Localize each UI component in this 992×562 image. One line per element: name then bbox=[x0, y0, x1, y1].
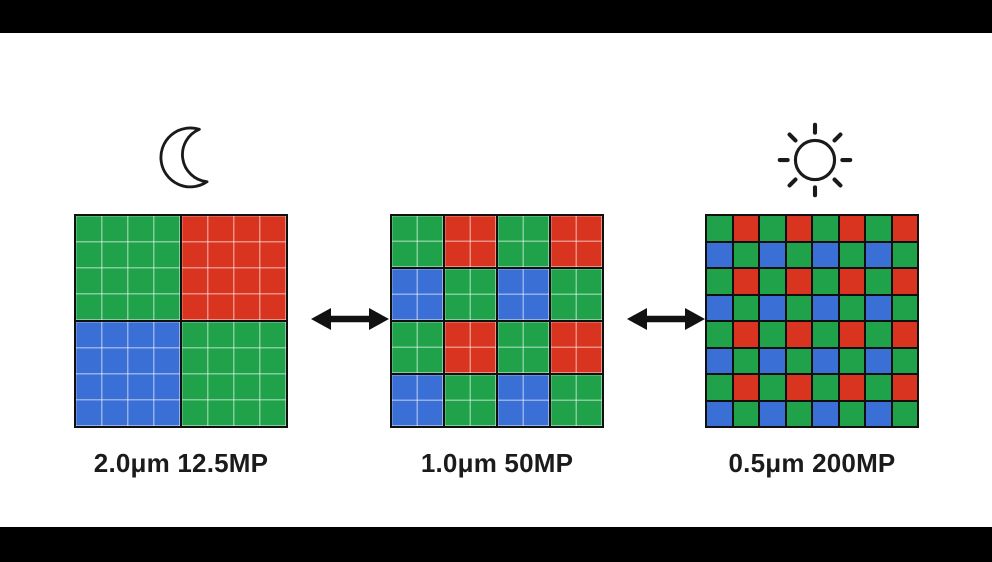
pixel-block-green bbox=[392, 216, 443, 267]
pixel-block-green bbox=[498, 322, 549, 373]
pixel-block-red bbox=[733, 322, 758, 347]
pixel-block-red bbox=[839, 322, 864, 347]
pixel-block-green bbox=[445, 375, 496, 426]
bidirectional-arrow-icon bbox=[310, 304, 390, 334]
pixel-block-blue bbox=[707, 242, 732, 267]
pixel-block-green bbox=[498, 216, 549, 267]
pixel-block-red bbox=[551, 322, 602, 373]
pixel-block-blue bbox=[76, 322, 180, 426]
pixel-block-blue bbox=[866, 295, 891, 320]
moon-icon bbox=[148, 125, 218, 197]
pixel-block-green bbox=[733, 295, 758, 320]
pixel-size-label-05um: 0.5μm 200MP bbox=[728, 448, 896, 478]
pixel-block-red bbox=[839, 269, 864, 294]
pixel-block-red bbox=[839, 216, 864, 241]
pixel-block-green bbox=[760, 322, 785, 347]
pixel-block-green bbox=[551, 269, 602, 320]
pixel-block-red bbox=[182, 216, 286, 320]
pixel-block-green bbox=[733, 348, 758, 373]
pixel-block-red bbox=[733, 269, 758, 294]
pixel-block-red bbox=[445, 322, 496, 373]
pixel-block-red bbox=[733, 216, 758, 241]
pixel-block-green bbox=[392, 322, 443, 373]
pixel-block-red bbox=[786, 269, 811, 294]
sensor-grid-05um bbox=[705, 214, 919, 428]
sensor-grid-2um bbox=[74, 214, 288, 428]
bidirectional-arrow-icon bbox=[626, 304, 706, 334]
sun-icon bbox=[770, 117, 860, 205]
pixel-block-green bbox=[813, 375, 838, 400]
pixel-block-green bbox=[760, 216, 785, 241]
pixel-block-green bbox=[707, 216, 732, 241]
pixel-block-red bbox=[551, 216, 602, 267]
moon-icon-svg bbox=[159, 126, 209, 189]
pixel-block-blue bbox=[498, 375, 549, 426]
pixel-block-red bbox=[839, 375, 864, 400]
pixel-block-blue bbox=[813, 401, 838, 426]
pixel-block-blue bbox=[760, 242, 785, 267]
pixel-block-blue bbox=[866, 242, 891, 267]
pixel-block-blue bbox=[760, 295, 785, 320]
pixel-block-green bbox=[707, 269, 732, 294]
pixel-block-green bbox=[445, 269, 496, 320]
pixel-block-red bbox=[892, 216, 917, 241]
pixel-block-green bbox=[760, 375, 785, 400]
pixel-block-green bbox=[813, 216, 838, 241]
pixel-block-red bbox=[892, 375, 917, 400]
pixel-block-red bbox=[733, 375, 758, 400]
pixel-block-green bbox=[839, 348, 864, 373]
pixel-block-green bbox=[551, 375, 602, 426]
pixel-block-blue bbox=[813, 295, 838, 320]
pixel-block-blue bbox=[813, 348, 838, 373]
pixel-block-blue bbox=[866, 348, 891, 373]
pixel-block-red bbox=[786, 322, 811, 347]
pixel-block-green bbox=[786, 295, 811, 320]
pixel-block-blue bbox=[866, 401, 891, 426]
pixel-block-green bbox=[892, 295, 917, 320]
pixel-block-blue bbox=[392, 269, 443, 320]
pixel-block-green bbox=[866, 216, 891, 241]
pixel-block-green bbox=[786, 348, 811, 373]
pixel-block-green bbox=[892, 401, 917, 426]
pixel-size-label-1um: 1.0μm 50MP bbox=[420, 448, 574, 478]
pixel-block-blue bbox=[760, 401, 785, 426]
pixel-block-blue bbox=[707, 401, 732, 426]
pixel-block-blue bbox=[760, 348, 785, 373]
pixel-block-red bbox=[892, 322, 917, 347]
diagram-background: 2.0μm 12.5MP 1.0μm 50MP 0.5μm 200MP bbox=[0, 33, 992, 527]
pixel-block-green bbox=[733, 401, 758, 426]
pixel-block-green bbox=[839, 242, 864, 267]
pixel-block-red bbox=[786, 375, 811, 400]
pixel-block-green bbox=[76, 216, 180, 320]
pixel-block-green bbox=[892, 242, 917, 267]
pixel-block-green bbox=[182, 322, 286, 426]
pixel-block-green bbox=[866, 322, 891, 347]
sun-icon-svg bbox=[777, 122, 853, 198]
pixel-block-red bbox=[445, 216, 496, 267]
pixel-block-green bbox=[813, 322, 838, 347]
pixel-block-green bbox=[839, 295, 864, 320]
pixel-block-green bbox=[892, 348, 917, 373]
pixel-block-green bbox=[707, 375, 732, 400]
pixel-block-green bbox=[786, 242, 811, 267]
pixel-block-blue bbox=[392, 375, 443, 426]
pixel-block-green bbox=[813, 269, 838, 294]
pixel-block-green bbox=[839, 401, 864, 426]
pixel-block-green bbox=[866, 269, 891, 294]
pixel-size-label-2um: 2.0μm 12.5MP bbox=[93, 448, 269, 478]
pixel-block-blue bbox=[813, 242, 838, 267]
pixel-block-red bbox=[892, 269, 917, 294]
pixel-block-green bbox=[733, 242, 758, 267]
pixel-block-blue bbox=[498, 269, 549, 320]
pixel-block-blue bbox=[707, 295, 732, 320]
pixel-block-green bbox=[866, 375, 891, 400]
sensor-grid-1um bbox=[390, 214, 604, 428]
pixel-block-blue bbox=[707, 348, 732, 373]
pixel-block-green bbox=[707, 322, 732, 347]
pixel-block-green bbox=[760, 269, 785, 294]
pixel-block-green bbox=[786, 401, 811, 426]
pixel-block-red bbox=[786, 216, 811, 241]
